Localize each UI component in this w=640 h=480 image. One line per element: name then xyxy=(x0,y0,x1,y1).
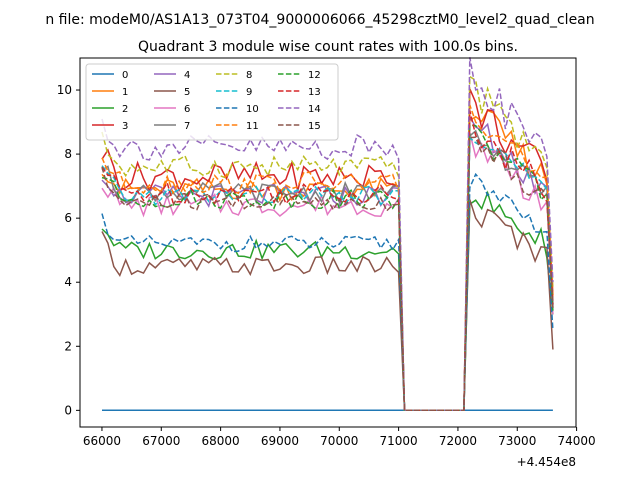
y-tick-label: 8 xyxy=(64,147,72,161)
y-axis: 0 2 4 6 8 10 xyxy=(57,83,80,417)
legend-label-4: 4 xyxy=(184,70,190,81)
series-line-8 xyxy=(101,75,554,412)
x-tick-label: 74000 xyxy=(557,434,595,448)
series-line-10 xyxy=(101,172,554,412)
x-tick-label: 70000 xyxy=(320,434,358,448)
x-tick-label: 66000 xyxy=(83,434,121,448)
y-tick-label: 10 xyxy=(57,83,72,97)
x-tick-label: 71000 xyxy=(380,434,418,448)
series-line-5 xyxy=(101,199,554,412)
series-line-14 xyxy=(101,57,554,412)
x-tick-label: 69000 xyxy=(261,434,299,448)
series-line-3 xyxy=(101,88,554,412)
y-tick-label: 4 xyxy=(64,275,72,289)
legend-label-8: 8 xyxy=(246,70,252,81)
plot-area xyxy=(101,57,554,412)
legend-label-13: 13 xyxy=(308,87,321,98)
legend-label-3: 3 xyxy=(122,121,128,132)
legend-label-12: 12 xyxy=(308,70,321,81)
x-tick-label: 68000 xyxy=(202,434,240,448)
series-line-7 xyxy=(101,129,554,412)
series-line-15 xyxy=(101,136,554,412)
series-line-13 xyxy=(101,110,554,412)
legend-label-9: 9 xyxy=(246,87,252,98)
series-line-6 xyxy=(101,132,554,412)
x-tick-label: 72000 xyxy=(439,434,477,448)
legend-label-0: 0 xyxy=(122,70,128,81)
y-tick-label: 6 xyxy=(64,211,72,225)
legend-label-1: 1 xyxy=(122,87,128,98)
legend-box xyxy=(85,63,339,141)
y-tick-label: 2 xyxy=(64,339,72,353)
legend-label-10: 10 xyxy=(246,104,259,115)
axes-frame xyxy=(79,57,577,428)
series-line-4 xyxy=(101,114,554,412)
y-tick-label: 0 xyxy=(64,403,72,417)
series-line-9 xyxy=(101,136,554,412)
legend-label-2: 2 xyxy=(122,104,128,115)
chart-suptitle: n file: modeM0/AS1A13_073T04_9000006066_… xyxy=(45,12,594,28)
legend-label-5: 5 xyxy=(184,87,190,98)
x-tick-label: 73000 xyxy=(498,434,536,448)
legend-label-15: 15 xyxy=(308,121,321,132)
chart-title: Quadrant 3 module wise count rates with … xyxy=(138,39,518,55)
x-axis: 66000 67000 68000 69000 70000 71000 72000 73000… xyxy=(83,427,596,448)
legend-label-6: 6 xyxy=(184,104,190,115)
legend-label-14: 14 xyxy=(308,104,321,115)
legend-label-11: 11 xyxy=(246,121,259,132)
legend-label-7: 7 xyxy=(184,121,190,132)
series-line-11 xyxy=(101,104,554,412)
series-line-2 xyxy=(101,190,554,412)
x-offset-label: +4.454e8 xyxy=(517,455,576,469)
x-tick-label: 67000 xyxy=(142,434,180,448)
